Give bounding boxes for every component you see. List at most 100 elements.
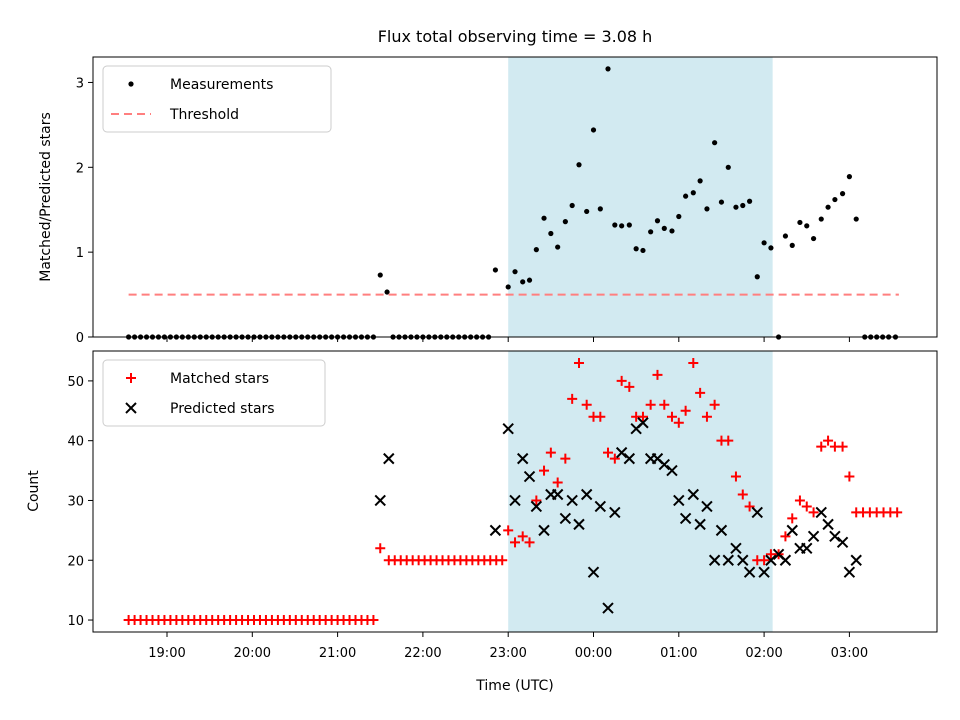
- data-point: [659, 399, 670, 410]
- data-point: [384, 289, 390, 295]
- y-tick-label: 30: [67, 494, 84, 509]
- data-point: [516, 452, 529, 465]
- data-point: [562, 219, 568, 225]
- data-point: [587, 566, 600, 578]
- legend-marker: [128, 81, 134, 87]
- data-point: [576, 162, 582, 168]
- data-point: [688, 357, 699, 368]
- data-point: [666, 411, 677, 422]
- data-point: [590, 127, 597, 133]
- data-point: [818, 216, 824, 222]
- data-point: [808, 507, 819, 518]
- data-point: [804, 223, 810, 229]
- data-point: [383, 452, 395, 465]
- x-tick-label: 20:00: [234, 646, 271, 661]
- data-point: [580, 488, 593, 501]
- x-tick-label: 00:00: [575, 646, 612, 661]
- data-point: [832, 196, 838, 203]
- data-point: [524, 537, 535, 548]
- data-point: [730, 471, 741, 482]
- data-point: [712, 140, 718, 146]
- x-tick-label: 21:00: [319, 646, 356, 661]
- data-point: [694, 518, 706, 531]
- data-point: [658, 458, 671, 471]
- y-tick-label: 10: [67, 614, 84, 629]
- legend-box: [102, 359, 326, 427]
- x-tick-label: 03:00: [831, 646, 868, 661]
- data-point: [624, 381, 635, 392]
- count-panel: 10 20 30 40 50 19:00 20:00 21:00 22:00 23:00 00:00…: [67, 350, 938, 661]
- data-point: [737, 489, 748, 500]
- plot-frame: [92, 56, 938, 338]
- data-point: [368, 615, 379, 626]
- data-point: [759, 555, 770, 566]
- data-point: [789, 242, 795, 248]
- data-point: [548, 230, 554, 237]
- data-point: [517, 531, 528, 542]
- x-tick-label: 22:00: [404, 646, 441, 661]
- data-point: [531, 495, 542, 506]
- data-point: [509, 494, 521, 507]
- data-point: [626, 222, 632, 228]
- data-point: [520, 279, 526, 285]
- data-point: [652, 369, 663, 380]
- data-point: [569, 202, 575, 209]
- data-point: [715, 524, 728, 537]
- data-point: [892, 507, 903, 518]
- data-point: [822, 518, 834, 531]
- data-point: [829, 530, 841, 543]
- x-tick-label: 01:00: [660, 646, 697, 661]
- data-point: [733, 204, 739, 210]
- data-point: [619, 223, 625, 229]
- x-tick-label: 02:00: [745, 646, 782, 661]
- data-point: [654, 218, 661, 224]
- data-point: [758, 566, 770, 578]
- data-point: [850, 554, 862, 566]
- data-point: [815, 506, 827, 519]
- data-point: [782, 233, 789, 239]
- data-point: [680, 405, 691, 416]
- data-point: [503, 525, 514, 536]
- legend-marker: [125, 402, 137, 414]
- data-point: [722, 554, 734, 566]
- data-point: [836, 536, 849, 549]
- y-tick-label: 2: [76, 161, 84, 176]
- data-point: [697, 178, 703, 184]
- data-point: [377, 272, 383, 278]
- series-matched-stars: [123, 357, 903, 626]
- observing-window: [508, 57, 773, 337]
- data-point: [552, 477, 563, 488]
- observing-window: [508, 351, 773, 632]
- data-point: [559, 512, 572, 525]
- data-point: [816, 441, 827, 452]
- data-point: [730, 542, 742, 555]
- data-point: [807, 530, 820, 543]
- data-point: [609, 506, 621, 519]
- series-predicted-stars: [374, 417, 862, 614]
- data-point: [723, 435, 734, 446]
- data-point: [523, 470, 536, 483]
- data-point: [794, 495, 805, 506]
- data-point: [526, 277, 533, 283]
- y-tick-label: 1: [76, 246, 84, 261]
- legend-label: Matched stars: [170, 371, 269, 387]
- figure-title: Flux total observing time = 3.08 h: [378, 27, 653, 46]
- y-axis-label-count: Count: [26, 470, 42, 512]
- data-point: [740, 202, 746, 209]
- y-tick-label: 40: [67, 435, 84, 450]
- data-point: [612, 222, 618, 228]
- data-point: [645, 399, 656, 410]
- data-point: [823, 435, 834, 446]
- data-point: [825, 204, 831, 210]
- legend-label: Measurements: [170, 77, 273, 93]
- legend: Measurements Threshold: [102, 65, 332, 133]
- data-point: [560, 453, 571, 464]
- data-point: [846, 174, 853, 180]
- data-point: [666, 464, 678, 477]
- data-point: [853, 216, 859, 222]
- data-point: [648, 229, 654, 235]
- data-point: [661, 225, 667, 231]
- data-point: [676, 213, 682, 220]
- data-point: [725, 164, 731, 170]
- data-point: [839, 191, 846, 197]
